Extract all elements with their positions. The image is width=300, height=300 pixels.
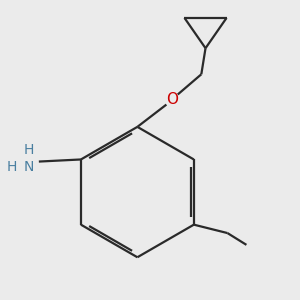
Text: O: O xyxy=(166,92,178,107)
Text: H: H xyxy=(23,143,34,157)
Text: N: N xyxy=(23,160,34,174)
Text: H: H xyxy=(6,160,17,174)
